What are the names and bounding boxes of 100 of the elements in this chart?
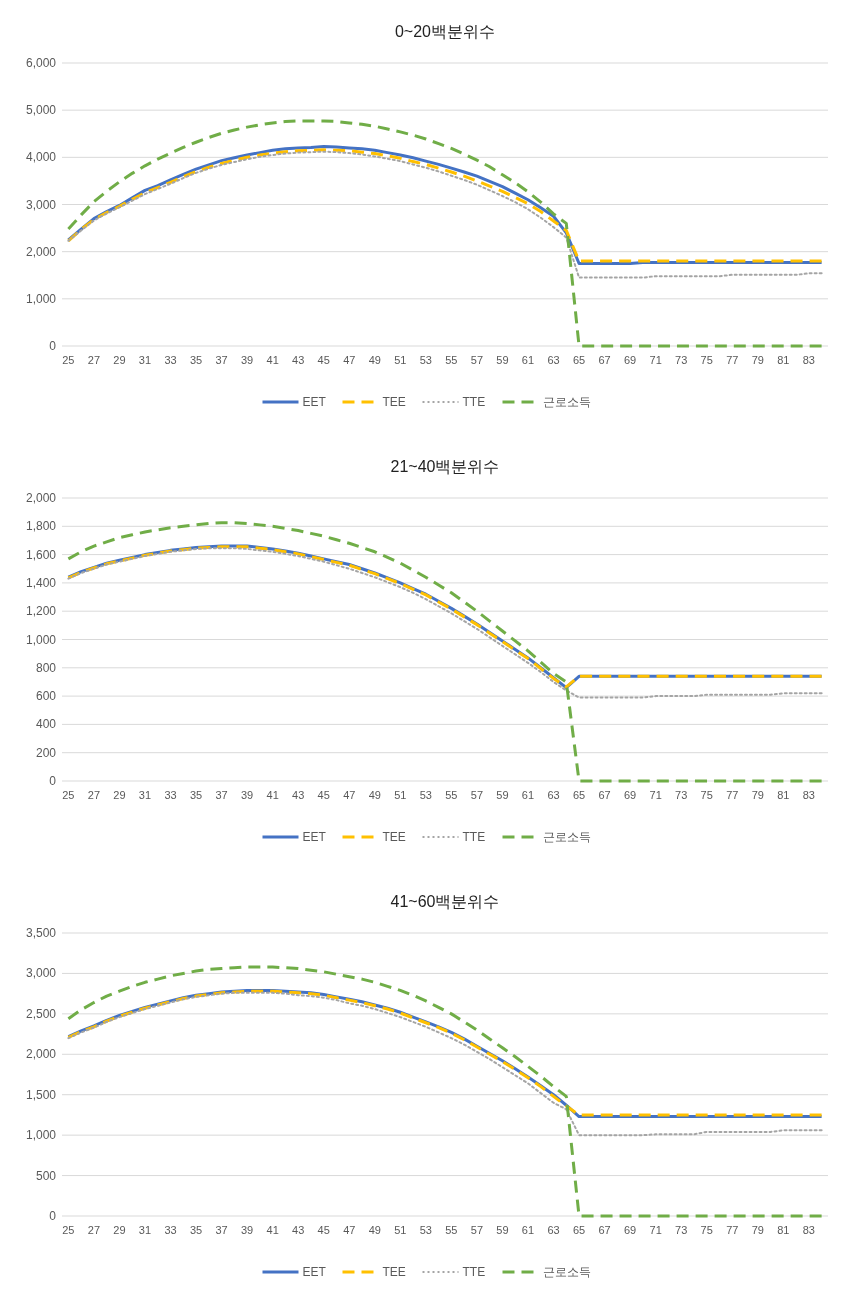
- y-tick-label: 2,500: [25, 1006, 57, 1021]
- x-tick-label: 67: [598, 789, 611, 801]
- legend-label: TEE: [382, 830, 406, 844]
- x-tick-label: 25: [62, 354, 75, 366]
- legend-label: TTE: [462, 830, 486, 844]
- y-tick-label: 800: [35, 660, 57, 675]
- x-tick-label: 81: [777, 354, 790, 366]
- x-tick-label: 27: [87, 1224, 101, 1236]
- x-tick-label: 49: [368, 1224, 381, 1236]
- x-tick-label: 63: [547, 789, 560, 801]
- y-tick-label: 6,000: [25, 56, 57, 70]
- y-tick-label: 1,000: [25, 632, 57, 647]
- x-tick-label: 41: [266, 1224, 279, 1236]
- x-tick-label: 47: [343, 789, 356, 801]
- y-tick-label: 400: [35, 717, 57, 732]
- x-tick-label: 55: [445, 1224, 458, 1236]
- y-tick-label: 2,000: [25, 244, 57, 259]
- x-tick-label: 37: [215, 354, 228, 366]
- y-tick-label: 1,500: [25, 1087, 57, 1102]
- x-tick-label: 47: [343, 354, 356, 366]
- x-tick-label: 33: [164, 354, 177, 366]
- x-tick-label: 43: [292, 789, 305, 801]
- x-tick-label: 25: [62, 789, 75, 801]
- x-tick-label: 67: [598, 354, 611, 366]
- x-tick-label: 69: [623, 789, 637, 801]
- legend-label: TEE: [382, 395, 406, 409]
- chart-title: 0~20백분위수: [394, 23, 496, 40]
- y-tick-label: 3,500: [25, 926, 57, 940]
- x-tick-label: 69: [623, 354, 637, 366]
- legend-label: 근로소득: [542, 395, 591, 409]
- y-tick-label: 200: [35, 745, 57, 760]
- x-tick-label: 45: [317, 354, 330, 366]
- x-tick-label: 57: [470, 789, 484, 801]
- x-tick-label: 69: [623, 1224, 637, 1236]
- x-tick-label: 65: [572, 354, 586, 366]
- legend-label: 근로소득: [542, 830, 591, 844]
- x-tick-label: 65: [572, 1224, 586, 1236]
- x-tick-label: 51: [394, 789, 407, 801]
- x-tick-label: 59: [496, 354, 509, 366]
- legend-label: TTE: [462, 1265, 486, 1279]
- y-tick-label: 5,000: [25, 103, 57, 118]
- x-tick-label: 53: [419, 1224, 432, 1236]
- x-tick-label: 77: [726, 789, 739, 801]
- legend-label: EET: [302, 395, 327, 409]
- x-tick-label: 79: [751, 789, 764, 801]
- x-tick-label: 79: [751, 1224, 764, 1236]
- legend-label: 근로소득: [542, 1265, 591, 1279]
- x-tick-label: 41: [266, 354, 279, 366]
- x-tick-label: 63: [547, 354, 560, 366]
- y-tick-label: 4,000: [25, 150, 57, 165]
- x-tick-label: 43: [292, 1224, 305, 1236]
- x-tick-label: 29: [113, 354, 126, 366]
- x-tick-label: 35: [189, 1224, 203, 1236]
- x-tick-label: 31: [138, 1224, 152, 1236]
- legend-label: TEE: [382, 1265, 406, 1279]
- x-tick-label: 83: [802, 1224, 815, 1236]
- x-tick-label: 75: [700, 789, 713, 801]
- y-tick-label: 1,000: [25, 1128, 57, 1143]
- x-tick-label: 83: [802, 354, 815, 366]
- y-tick-label: 500: [35, 1168, 57, 1183]
- x-tick-label: 45: [317, 1224, 330, 1236]
- x-tick-label: 37: [215, 1224, 228, 1236]
- x-tick-label: 35: [189, 789, 203, 801]
- x-tick-label: 55: [445, 354, 458, 366]
- y-tick-label: 3,000: [25, 966, 57, 981]
- x-tick-label: 75: [700, 1224, 713, 1236]
- x-tick-label: 71: [649, 789, 662, 801]
- x-tick-label: 81: [777, 789, 790, 801]
- x-tick-label: 81: [777, 1224, 790, 1236]
- y-tick-label: 0: [49, 774, 57, 788]
- x-tick-label: 71: [649, 1224, 662, 1236]
- x-tick-label: 57: [470, 1224, 484, 1236]
- y-tick-label: 1,200: [25, 604, 57, 619]
- x-tick-label: 77: [726, 354, 739, 366]
- x-tick-label: 37: [215, 789, 228, 801]
- chart-title: 41~60백분위수: [390, 893, 500, 910]
- x-tick-label: 83: [802, 789, 815, 801]
- x-tick-label: 61: [521, 789, 535, 801]
- x-tick-label: 73: [675, 1224, 688, 1236]
- x-tick-label: 67: [598, 1224, 611, 1236]
- y-tick-label: 2,000: [25, 1047, 57, 1062]
- x-tick-label: 61: [521, 1224, 535, 1236]
- legend-label: EET: [302, 830, 327, 844]
- x-tick-label: 29: [113, 1224, 126, 1236]
- x-tick-label: 25: [62, 1224, 75, 1236]
- y-tick-label: 600: [35, 689, 57, 704]
- x-tick-label: 61: [521, 354, 535, 366]
- x-tick-label: 41: [266, 789, 279, 801]
- x-tick-label: 65: [572, 789, 586, 801]
- x-tick-label: 73: [675, 789, 688, 801]
- x-tick-label: 31: [138, 354, 152, 366]
- legend-label: EET: [302, 1265, 327, 1279]
- x-tick-label: 27: [87, 354, 101, 366]
- y-tick-label: 2,000: [25, 491, 57, 505]
- x-tick-label: 59: [496, 789, 509, 801]
- x-tick-label: 51: [394, 1224, 407, 1236]
- x-tick-label: 33: [164, 1224, 177, 1236]
- x-tick-label: 39: [240, 354, 254, 366]
- x-tick-label: 47: [343, 1224, 356, 1236]
- y-tick-label: 1,400: [25, 575, 57, 590]
